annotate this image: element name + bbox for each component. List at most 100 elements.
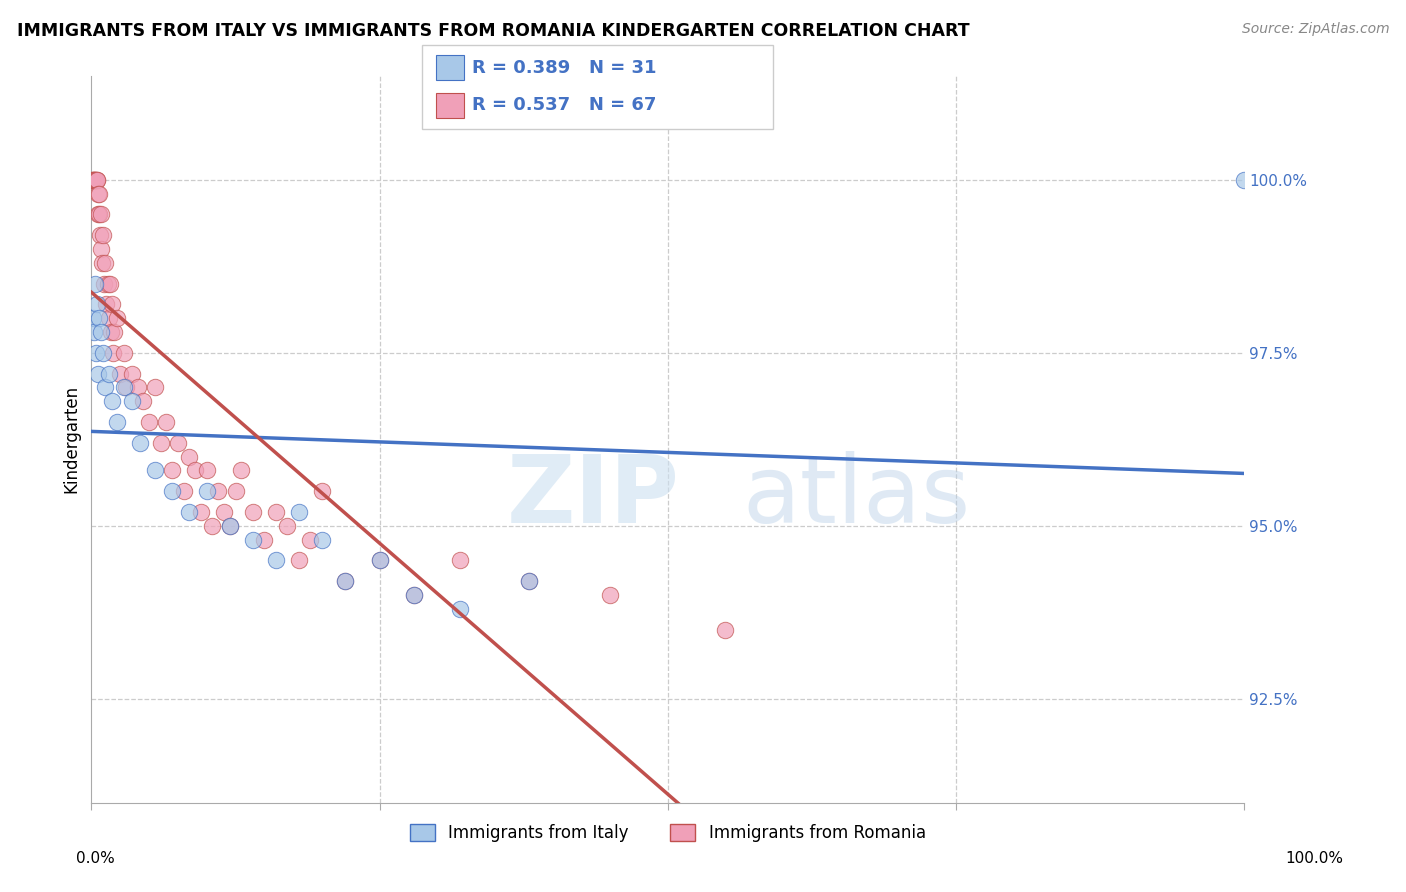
Point [87,207,110,221]
Point [84,345,107,359]
Text: Source: ZipAtlas.com: Source: ZipAtlas.com [1241,22,1389,37]
Point [173,484,195,499]
Point [101,297,124,311]
Point [94,380,117,394]
Point [82,172,104,186]
Point [90,207,112,221]
Point [87,186,110,201]
Point [264,553,287,567]
Point [449,602,471,616]
Point [80,172,103,186]
Point [160,484,183,499]
Point [112,345,135,359]
Text: IMMIGRANTS FROM ITALY VS IMMIGRANTS FROM ROMANIA KINDERGARTEN CORRELATION CHART: IMMIGRANTS FROM ITALY VS IMMIGRANTS FROM… [17,22,970,40]
Text: R = 0.537   N = 67: R = 0.537 N = 67 [472,96,657,114]
Point [83,277,105,291]
Point [84,172,107,186]
Point [89,311,111,326]
Point [190,505,212,519]
Point [90,325,112,339]
Point [212,505,235,519]
Point [599,588,621,602]
Point [83,325,105,339]
Point [105,415,128,429]
Point [86,172,108,186]
Point [90,242,112,256]
Point [368,553,391,567]
Point [83,172,105,186]
Point [96,297,118,311]
Point [86,172,108,186]
Point [121,394,143,409]
Point [225,484,247,499]
Point [195,463,218,477]
Point [218,519,240,533]
Point [86,297,108,311]
Point [519,574,541,589]
Point [155,415,177,429]
Point [138,415,160,429]
Point [89,207,111,221]
Point [97,311,120,326]
Point [91,345,114,359]
Point [288,553,311,567]
Point [184,463,207,477]
Point [83,172,105,186]
Point [218,519,240,533]
Y-axis label: Kindergarten: Kindergarten [62,385,80,493]
Point [87,367,110,381]
Point [449,553,471,567]
Point [121,367,143,381]
Point [103,345,125,359]
Point [231,463,253,477]
Point [101,394,124,409]
Point [288,505,311,519]
Point [299,533,322,547]
Point [90,256,112,270]
Point [89,228,111,243]
Point [94,256,117,270]
Point [311,484,333,499]
Point [93,277,115,291]
Point [160,463,183,477]
Text: ZIP: ZIP [506,451,679,543]
Point [143,463,166,477]
Point [311,533,333,547]
Text: R = 0.389   N = 31: R = 0.389 N = 31 [472,59,657,77]
Point [100,325,122,339]
Text: 100.0%: 100.0% [1285,851,1344,865]
Point [333,574,356,589]
Point [84,172,107,186]
Point [143,380,166,394]
Point [253,533,276,547]
Point [714,623,737,637]
Point [82,172,104,186]
Point [179,505,201,519]
Point [242,505,264,519]
Point [110,367,132,381]
Point [404,588,426,602]
Point [87,186,110,201]
Point [179,450,201,464]
Point [207,484,229,499]
Legend: Immigrants from Italy, Immigrants from Romania: Immigrants from Italy, Immigrants from R… [404,817,932,849]
Point [132,394,155,409]
Point [127,380,149,394]
Point [368,553,391,567]
Point [83,172,105,186]
Point [98,277,121,291]
Point [201,519,224,533]
Point [82,311,104,326]
Point [91,228,114,243]
Point [242,533,264,547]
Text: atlas: atlas [742,451,972,543]
Point [1233,172,1256,186]
Point [264,505,287,519]
Point [97,367,120,381]
Point [105,311,128,326]
Point [115,380,138,394]
Point [276,519,298,533]
Point [149,435,172,450]
Point [166,435,188,450]
Point [96,277,118,291]
